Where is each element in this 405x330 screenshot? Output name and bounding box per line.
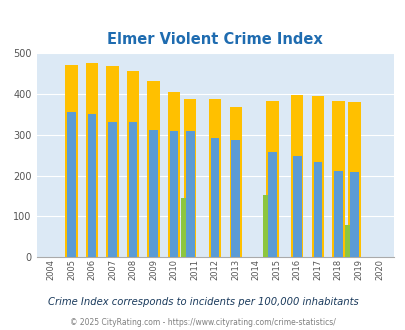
Text: Crime Index corresponds to incidents per 100,000 inhabitants: Crime Index corresponds to incidents per… (47, 297, 358, 307)
Legend: Elmer, New Jersey, National: Elmer, New Jersey, National (83, 328, 346, 330)
Bar (262, 195, 268, 257)
Bar (127, 71, 139, 257)
Bar (229, 107, 241, 257)
Bar (231, 140, 239, 257)
Bar (181, 198, 185, 257)
Bar (85, 63, 98, 257)
Bar (331, 102, 344, 257)
Bar (108, 122, 117, 257)
Bar (311, 96, 323, 257)
Bar (168, 92, 180, 257)
Bar (128, 122, 137, 257)
Bar (210, 138, 219, 257)
Bar (313, 162, 321, 257)
Bar (209, 99, 221, 257)
Bar (67, 112, 76, 257)
Bar (347, 102, 360, 257)
Bar (185, 131, 194, 257)
Bar (147, 81, 159, 257)
Bar (149, 130, 158, 257)
Bar (267, 152, 276, 257)
Bar (344, 225, 350, 257)
Bar (65, 65, 77, 257)
Bar (350, 172, 358, 257)
Bar (266, 101, 278, 257)
Bar (184, 99, 196, 257)
Bar (87, 114, 96, 257)
Text: © 2025 CityRating.com - https://www.cityrating.com/crime-statistics/: © 2025 CityRating.com - https://www.city… (70, 318, 335, 327)
Bar (169, 131, 178, 257)
Bar (292, 156, 301, 257)
Bar (106, 66, 118, 257)
Bar (333, 171, 342, 257)
Title: Elmer Violent Crime Index: Elmer Violent Crime Index (107, 32, 322, 48)
Bar (290, 94, 303, 257)
